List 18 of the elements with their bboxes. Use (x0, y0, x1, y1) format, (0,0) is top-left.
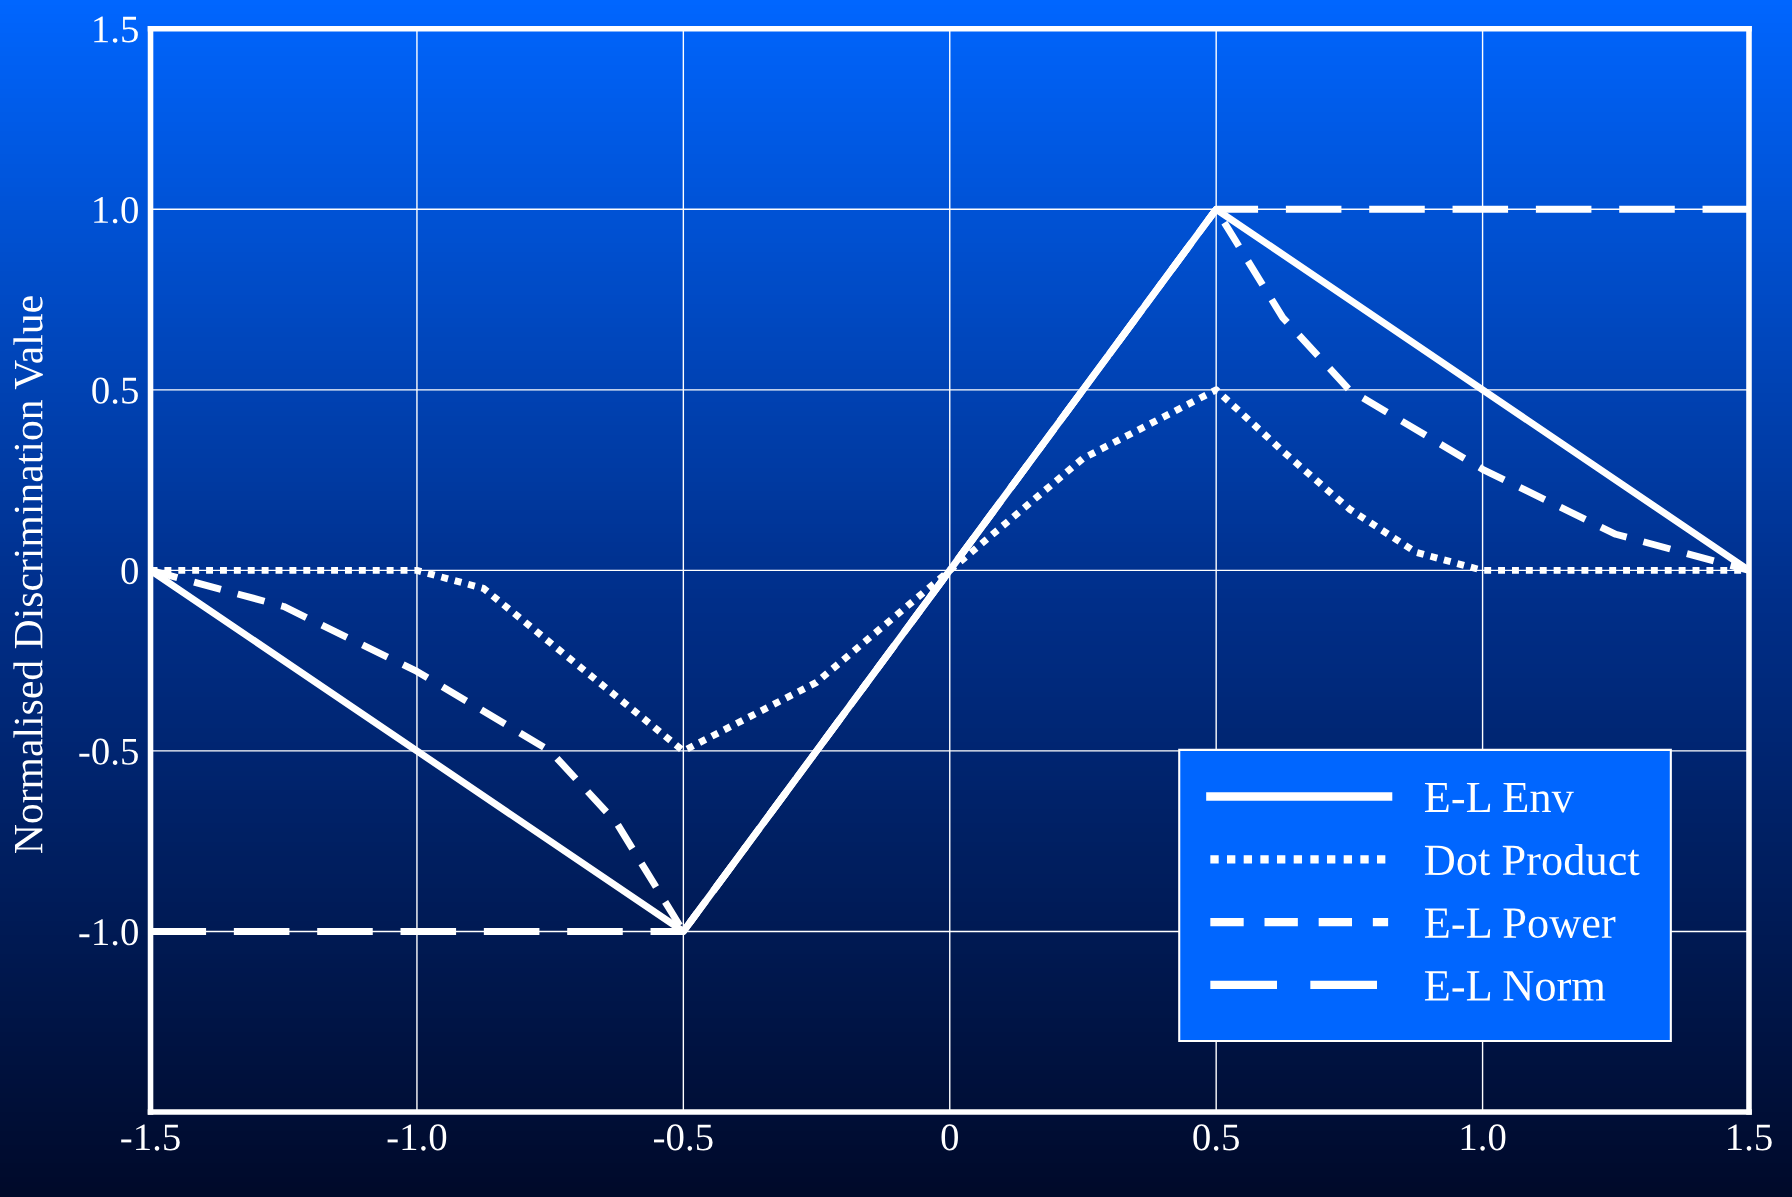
y-tick-label: 0 (121, 558, 138, 585)
y-tick-label: -1.0 (79, 919, 138, 946)
y-tick-label: 1.5 (94, 16, 138, 43)
y-tick-label: 0.5 (92, 377, 138, 404)
x-tick-label: -0.5 (654, 1124, 713, 1151)
legend-label: E-L Norm (1424, 971, 1606, 1001)
x-tick-label: -1.5 (121, 1124, 180, 1151)
y-axis-title: Normalised Discrimination Value (13, 296, 43, 854)
legend-label: E-L Env (1424, 782, 1574, 813)
x-tick-label: 1.5 (1728, 1124, 1772, 1151)
x-tick-label: 1.0 (1461, 1124, 1506, 1151)
y-tick-label: 1.0 (94, 196, 138, 224)
y-tick-label: -0.5 (79, 738, 138, 765)
x-tick-label: -1.0 (387, 1124, 447, 1151)
x-tick-label: 0 (941, 1124, 958, 1151)
legend-label: E-L Power (1424, 908, 1616, 939)
legend-label: Dot Product (1424, 844, 1640, 876)
x-tick-label: 0.5 (1193, 1124, 1239, 1151)
